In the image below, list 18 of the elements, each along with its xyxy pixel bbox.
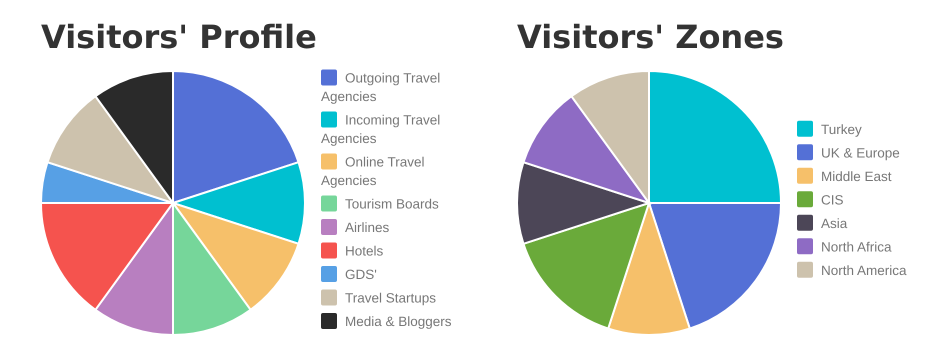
legend-label: Hotels — [345, 244, 384, 258]
legend-label: Asia — [821, 216, 848, 231]
legend-label: Outgoing Travel Agencies — [321, 70, 440, 104]
legend-label: Tourism Boards — [345, 196, 440, 212]
legend-label: Incoming Travel Agencies — [321, 112, 440, 146]
legend-label: Media & Bloggers — [345, 314, 452, 329]
legend-label: Online Travel Agencies — [321, 154, 425, 188]
legend-label: North Africa — [821, 239, 892, 254]
legend-label: Middle East — [821, 168, 892, 184]
legend-label: Turkey — [821, 122, 862, 137]
chart-title: Visitors' Zones — [517, 18, 784, 56]
legend-label: Airlines — [345, 220, 390, 235]
legend-label: CIS — [821, 192, 844, 208]
chart-title: Visitors' Profile — [41, 18, 317, 56]
legend-label: North America — [821, 262, 908, 278]
legend-label: Travel Startups — [345, 290, 436, 306]
legend-label: GDS' — [345, 267, 377, 282]
legend-label: UK & Europe — [821, 145, 900, 160]
